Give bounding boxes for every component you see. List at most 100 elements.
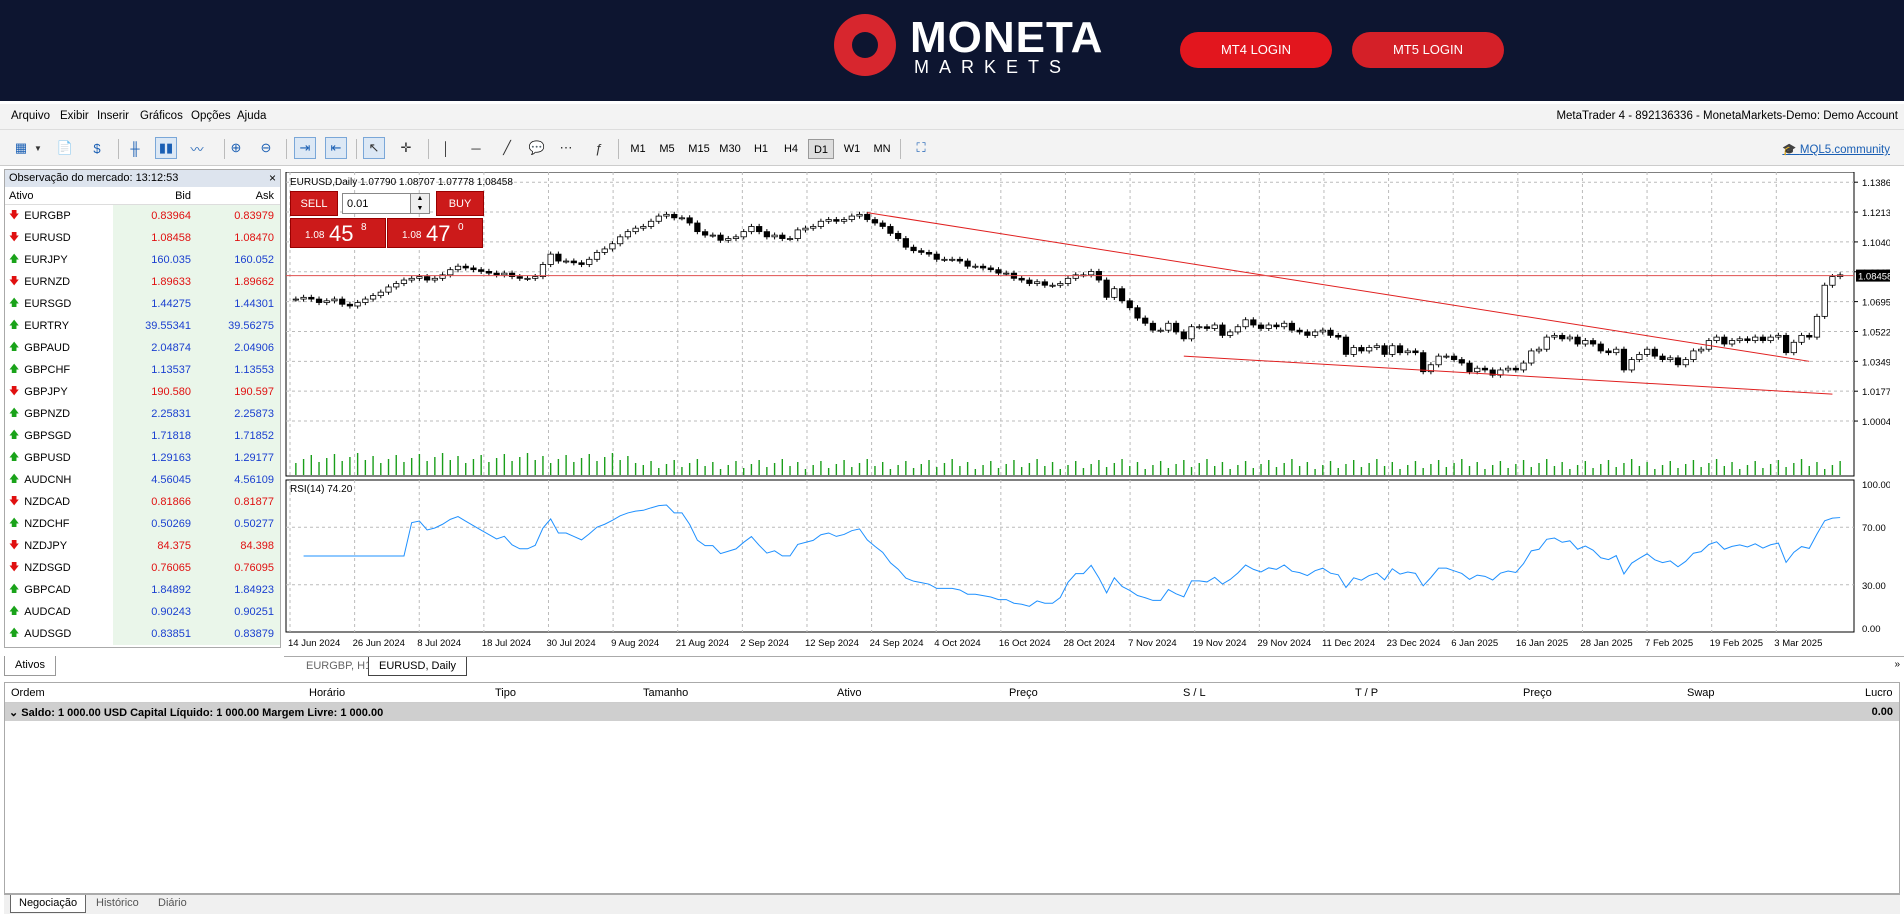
market-row-gbpcad[interactable]: 🡅 GBPCAD 1.84892 1.84923 [5, 579, 280, 601]
date-tick-label: 23 Dec 2024 [1387, 638, 1441, 649]
market-row-eursgd[interactable]: 🡅 EURSGD 1.44275 1.44301 [5, 293, 280, 315]
tf-d1[interactable]: D1 [808, 139, 834, 159]
market-row-nzdcad[interactable]: 🡇 NZDCAD 0.81866 0.81877 [5, 491, 280, 513]
tf-h4[interactable]: H4 [783, 143, 799, 155]
col-ativo[interactable]: Ativo [9, 189, 34, 202]
price-chart[interactable]: 1.138601.121331.104061.086791.069531.052… [284, 172, 1890, 652]
market-watch-header: Ativo Bid Ask [5, 187, 280, 205]
market-row-audcad[interactable]: 🡅 AUDCAD 0.90243 0.90251 [5, 601, 280, 623]
tab-negociacao[interactable]: Negociação [10, 895, 87, 913]
menu-inserir[interactable]: Inserir [97, 110, 129, 122]
text-icon[interactable]: 💬 [528, 140, 546, 155]
market-row-gbpsgd[interactable]: 🡅 GBPSGD 1.71818 1.71852 [5, 425, 280, 447]
fibonacci-icon[interactable]: ⋯ [559, 140, 573, 155]
col-ask[interactable]: Ask [255, 190, 274, 202]
col-tamanho[interactable]: Tamanho [643, 687, 689, 699]
market-row-eurjpy[interactable]: 🡅 EURJPY 160.035 160.052 [5, 249, 280, 271]
tf-mn[interactable]: MN [873, 143, 891, 155]
mt5-login-button[interactable]: MT5 LOGIN [1352, 32, 1504, 68]
market-row-gbpaud[interactable]: 🡅 GBPAUD 2.04874 2.04906 [5, 337, 280, 359]
cursor-icon[interactable]: ↖ [363, 137, 385, 159]
market-row-audsgd[interactable]: 🡅 AUDSGD 0.83851 0.83879 [5, 623, 280, 645]
col-bid[interactable]: Bid [175, 190, 191, 202]
collapse-icon[interactable]: ⌄ [9, 707, 22, 719]
candle-body [1072, 274, 1079, 279]
market-watch-icon[interactable]: $ [93, 140, 101, 156]
menu-exibir[interactable]: Exibir [60, 110, 89, 122]
market-row-nzdchf[interactable]: 🡅 NZDCHF 0.50269 0.50277 [5, 513, 280, 535]
col-ordem[interactable]: Ordem [11, 687, 45, 699]
col-tipo[interactable]: Tipo [495, 687, 516, 699]
sell-price-button[interactable]: 1.08 45 8 [290, 218, 386, 248]
zoom-in-icon[interactable]: ⊕ [230, 140, 242, 155]
col-sl[interactable]: S / L [1183, 687, 1206, 699]
market-row-eurnzd[interactable]: 🡇 EURNZD 1.89633 1.89662 [5, 271, 280, 293]
tabs-scroll-icon[interactable]: » [1894, 659, 1900, 670]
new-chart-icon[interactable]: ▦ [14, 140, 28, 155]
menu-arquivo[interactable]: Arquivo [11, 110, 50, 122]
horizontal-line-icon[interactable]: ─ [471, 140, 481, 156]
candle-body [1443, 355, 1450, 358]
market-row-gbpusd[interactable]: 🡅 GBPUSD 1.29163 1.29177 [5, 447, 280, 469]
tab-eurusd-daily[interactable]: EURUSD, Daily [368, 657, 468, 676]
tf-h1[interactable]: H1 [753, 143, 769, 155]
market-row-eurtry[interactable]: 🡅 EURTRY 39.55341 39.56275 [5, 315, 280, 337]
tab-ativos[interactable]: Ativos [4, 656, 56, 676]
zoom-out-icon[interactable]: ⊖ [260, 140, 272, 155]
mql5-community-link[interactable]: 🎓 MQL5.community [1782, 142, 1890, 156]
col-ativo[interactable]: Ativo [837, 687, 862, 699]
lot-size-input[interactable] [342, 193, 418, 214]
tab-eurgbp-h1[interactable]: EURGBP, H1 [306, 660, 372, 672]
bar-chart-icon[interactable]: ╫ [130, 140, 140, 156]
auto-scroll-icon[interactable]: ⇥ [294, 137, 316, 159]
new-chart-dropdown-icon[interactable]: ▼ [34, 143, 42, 153]
candle-body [300, 296, 307, 300]
market-row-eurusd[interactable]: 🡇 EURUSD 1.08458 1.08470 [5, 227, 280, 249]
lot-spinner[interactable]: ▲ ▼ [410, 193, 430, 214]
col-swap[interactable]: Swap [1687, 687, 1715, 699]
candlestick-icon[interactable]: ▮▮ [155, 137, 177, 159]
sell-price-pip: 8 [361, 222, 367, 233]
arrow-up-icon: 🡅 [9, 517, 20, 529]
col-lucro[interactable]: Lucro [1865, 687, 1893, 699]
tf-w1[interactable]: W1 [843, 143, 861, 155]
crosshair-icon[interactable]: ✛ [400, 140, 412, 155]
tf-m15[interactable]: M15 [688, 143, 710, 155]
col-tp[interactable]: T / P [1355, 687, 1379, 699]
market-row-gbpchf[interactable]: 🡅 GBPCHF 1.13537 1.13553 [5, 359, 280, 381]
close-icon[interactable]: × [268, 171, 276, 185]
menu-ajuda[interactable]: Ajuda [237, 110, 267, 122]
tf-m5[interactable]: M5 [659, 143, 675, 155]
tf-m30[interactable]: M30 [719, 143, 741, 155]
balance-row[interactable]: ⌄ Saldo: 1 000.00 USD Capital Líquido: 1… [5, 703, 1899, 721]
symbol-name: GBPCHF [24, 364, 71, 376]
indicators-icon[interactable]: ƒ [595, 140, 603, 156]
templates-icon[interactable]: 📄 [56, 140, 74, 155]
tab-historico[interactable]: Histórico [96, 897, 139, 909]
market-row-nzdsgd[interactable]: 🡇 NZDSGD 0.76065 0.76095 [5, 557, 280, 579]
tf-m1[interactable]: M1 [630, 143, 646, 155]
menu-graficos[interactable]: Gráficos [140, 110, 183, 122]
line-chart-icon[interactable]: 〰 [190, 141, 204, 157]
trendline-icon[interactable]: ╱ [503, 140, 511, 155]
buy-price-button[interactable]: 1.08 47 0 [387, 218, 483, 248]
market-row-gbpnzd[interactable]: 🡅 GBPNZD 2.25831 2.25873 [5, 403, 280, 425]
market-row-eurgbp[interactable]: 🡇 EURGBP 0.83964 0.83979 [5, 205, 280, 227]
fullscreen-icon[interactable]: ⛶ [916, 140, 926, 155]
menu-opcoes[interactable]: Opções [191, 110, 231, 122]
tab-diario[interactable]: Diário [158, 897, 187, 909]
market-row-gbpjpy[interactable]: 🡇 GBPJPY 190.580 190.597 [5, 381, 280, 403]
arrow-up-icon: 🡅 [9, 451, 20, 463]
sell-button[interactable]: SELL [290, 191, 338, 216]
buy-button[interactable]: BUY [436, 191, 484, 216]
col-preco[interactable]: Preço [1009, 687, 1038, 699]
col-horario[interactable]: Horário [309, 687, 346, 699]
col-preco-atual[interactable]: Preço [1523, 687, 1552, 699]
market-row-audcnh[interactable]: 🡅 AUDCNH 4.56045 4.56109 [5, 469, 280, 491]
price-tick-label: 1.06953 [1862, 298, 1890, 309]
vertical-line-icon[interactable]: │ [441, 140, 451, 156]
mt4-login-button[interactable]: MT4 LOGIN [1180, 32, 1332, 68]
bid-value: 84.375 [113, 535, 197, 557]
chart-shift-icon[interactable]: ⇤ [325, 137, 347, 159]
market-row-nzdjpy[interactable]: 🡇 NZDJPY 84.375 84.398 [5, 535, 280, 557]
